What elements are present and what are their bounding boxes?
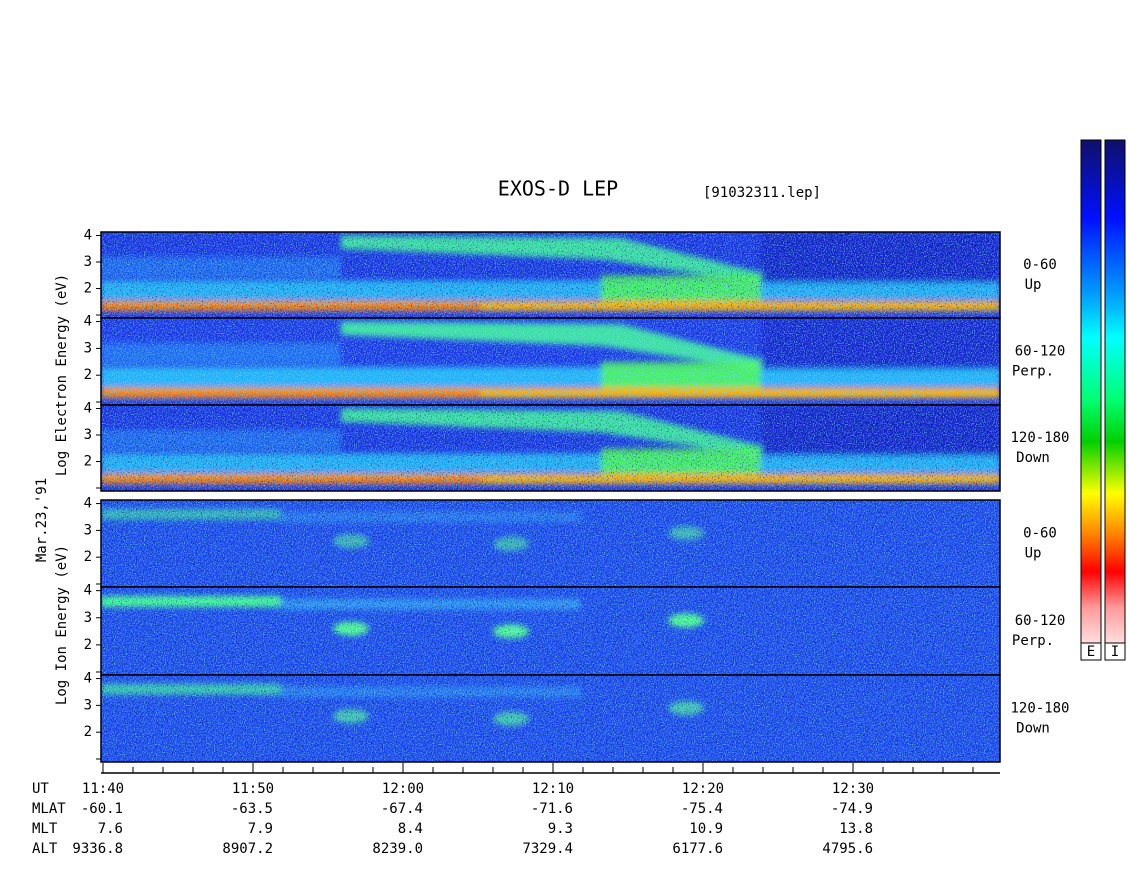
row-value: -67.4 (381, 801, 423, 817)
y-tick-label: 4 (84, 671, 92, 687)
frame (100, 674, 1001, 763)
y-tick-label: 3 (84, 254, 92, 270)
y-tick-label: 4 (84, 228, 92, 244)
y-tick-label: 3 (84, 697, 92, 713)
time-label: 12:30 (832, 781, 874, 797)
color-bar (1104, 139, 1126, 661)
row-value: 7.9 (248, 821, 273, 837)
color-bar-label: E (1087, 644, 1095, 660)
row-value: 8239.0 (372, 841, 423, 857)
title: EXOS-D LEP (498, 177, 618, 201)
angle-label: 120-180 (1010, 701, 1069, 717)
date-label: Mar.23,'91 (34, 478, 50, 562)
time-label: 11:40 (82, 781, 124, 797)
row-value: 9.3 (548, 821, 573, 837)
spectrogram-panel (101, 232, 1000, 318)
direction-label: Perp. (1012, 364, 1054, 380)
spectrogram-panel (101, 675, 1000, 762)
color-bar (1080, 139, 1102, 661)
row-label: MLAT (32, 801, 66, 817)
time-label: 11:50 (232, 781, 274, 797)
row-value: -71.6 (531, 801, 573, 817)
row-label: UT (32, 781, 49, 797)
direction-label: Down (1016, 450, 1050, 466)
row-value: 8907.2 (222, 841, 273, 857)
angle-label: 60-120 (1015, 344, 1066, 360)
spectrogram-panel (101, 318, 1000, 405)
time-label: 12:10 (532, 781, 574, 797)
row-label: ALT (32, 841, 58, 857)
row-value: 4795.6 (822, 841, 873, 857)
y-tick-label: 2 (84, 637, 92, 653)
y-tick-label: 2 (84, 281, 92, 297)
y-tick-label: 2 (84, 367, 92, 383)
spectrogram-panel (101, 500, 1000, 587)
direction-label: Up (1025, 277, 1042, 293)
y-tick-label: 3 (84, 610, 92, 626)
y-tick-label: 4 (84, 583, 92, 599)
row-value: -74.9 (831, 801, 873, 817)
time-label: 12:00 (382, 781, 424, 797)
y-tick-label: 3 (84, 340, 92, 356)
y-tick-label: 2 (84, 724, 92, 740)
row-value: 6177.6 (672, 841, 723, 857)
y-tick-label: 4 (84, 496, 92, 512)
direction-label: Up (1025, 546, 1042, 562)
noise-dark (101, 675, 1000, 762)
color-bar-box (1104, 642, 1126, 661)
row-value: -63.5 (231, 801, 273, 817)
y-tick-label: 3 (84, 427, 92, 443)
row-value: -60.1 (81, 801, 123, 817)
time-label: 12:20 (682, 781, 724, 797)
row-value: 13.8 (839, 821, 873, 837)
y-axis-label: Log Ion Energy (eV) (54, 545, 70, 705)
frame (100, 404, 1001, 492)
row-value: 7.6 (98, 821, 123, 837)
spectrogram-panel (101, 587, 1000, 675)
y-tick-label: 3 (84, 522, 92, 538)
row-value: 7329.4 (522, 841, 573, 857)
row-value: 9336.8 (72, 841, 123, 857)
y-axis-label: Log Electron Energy (eV) (54, 274, 70, 476)
spectrogram-panel (101, 405, 1000, 491)
row-value: -75.4 (681, 801, 723, 817)
y-tick-label: 4 (84, 401, 92, 417)
angle-label: 0-60 (1023, 257, 1057, 273)
noise-dark (101, 500, 1000, 587)
direction-label: Down (1016, 721, 1050, 737)
color-bar-label: I (1111, 644, 1119, 660)
color-bar-box (1080, 642, 1102, 661)
y-tick-label: 2 (84, 549, 92, 565)
angle-label: 0-60 (1023, 526, 1057, 542)
row-value: 10.9 (689, 821, 723, 837)
noise-dark (101, 232, 1000, 318)
angle-label: 60-120 (1015, 613, 1066, 629)
direction-label: Perp. (1012, 633, 1054, 649)
y-tick-label: 4 (84, 314, 92, 330)
y-tick-label: 2 (84, 454, 92, 470)
file-name: [91032311.lep] (703, 185, 821, 201)
noise-dark (101, 587, 1000, 675)
noise-dark (101, 405, 1000, 491)
angle-label: 120-180 (1010, 430, 1069, 446)
row-value: 8.4 (398, 821, 423, 837)
noise (101, 318, 1000, 405)
row-label: MLT (32, 821, 58, 837)
